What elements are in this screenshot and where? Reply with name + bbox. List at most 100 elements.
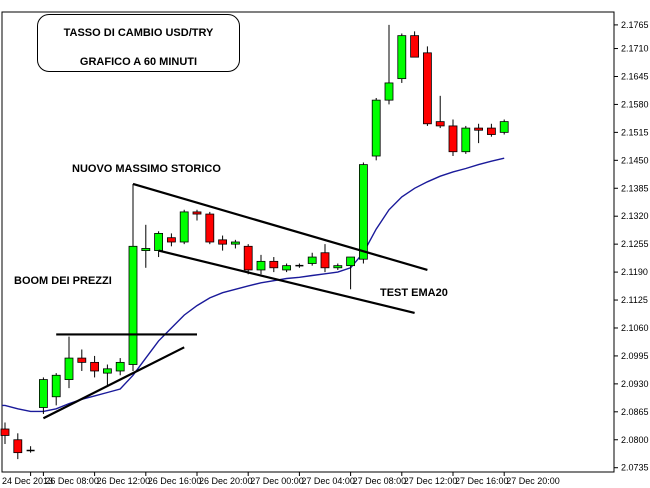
chart-title-line-1: TASSO DI CAMBIO USD/TRY bbox=[63, 27, 214, 39]
candle bbox=[474, 123, 484, 144]
candle bbox=[39, 377, 48, 414]
x-tick-label: 27 Dec 08:00 bbox=[353, 476, 407, 486]
candle bbox=[346, 256, 356, 290]
candle bbox=[333, 263, 343, 270]
candle-body bbox=[422, 52, 432, 125]
candle bbox=[90, 355, 99, 378]
y-tick-label: 2.1580 bbox=[621, 99, 649, 109]
candle-body bbox=[448, 125, 458, 153]
candle bbox=[410, 31, 420, 58]
candle bbox=[115, 358, 125, 376]
candle-body bbox=[179, 211, 189, 243]
y-tick-label: 2.1710 bbox=[621, 44, 649, 54]
candle bbox=[486, 123, 496, 137]
candle bbox=[13, 433, 23, 460]
annotation-boom: BOOM DEI PREZZI bbox=[14, 275, 112, 287]
candle bbox=[371, 97, 381, 161]
y-tick-label: 2.1645 bbox=[621, 71, 649, 81]
chart-axes: 2.1765 2.1710 2.1645 2.1580 2.1515 2.1450 2.13… bbox=[1, 11, 649, 486]
y-tick-label: 2.0735 bbox=[621, 463, 649, 473]
candle-body bbox=[346, 256, 356, 267]
candle-body bbox=[461, 127, 471, 153]
candle bbox=[218, 235, 228, 251]
candle-body bbox=[13, 439, 23, 454]
candle bbox=[243, 244, 253, 275]
y-tick-label: 2.1385 bbox=[621, 183, 649, 193]
y-tick-label: 2.0865 bbox=[621, 407, 649, 417]
candle-body bbox=[269, 260, 279, 269]
y-tick-label: 2.1255 bbox=[621, 239, 649, 249]
x-tick-label: 27 Dec 12:00 bbox=[404, 476, 458, 486]
candle-body bbox=[154, 233, 164, 251]
x-tick-label: 27 Dec 16:00 bbox=[455, 476, 509, 486]
candle-body bbox=[230, 241, 240, 245]
candle-body bbox=[384, 82, 394, 101]
candles-layer bbox=[0, 24, 509, 460]
candle-body bbox=[64, 357, 74, 380]
candle-body bbox=[141, 248, 151, 251]
candle-body bbox=[474, 127, 484, 131]
candle bbox=[397, 33, 407, 83]
candle-body bbox=[435, 121, 445, 127]
candle bbox=[295, 263, 304, 268]
candle bbox=[154, 231, 164, 258]
candle bbox=[0, 422, 10, 445]
candle bbox=[307, 252, 317, 266]
x-tick-label: 26 Dec 20:00 bbox=[199, 476, 253, 486]
y-tick-label: 2.1190 bbox=[621, 267, 648, 277]
candle bbox=[282, 263, 292, 273]
candle-body bbox=[320, 252, 330, 269]
candle bbox=[77, 349, 87, 371]
candle bbox=[230, 239, 240, 249]
candle-body bbox=[499, 121, 509, 133]
candle-body bbox=[486, 127, 496, 135]
y-tick-label: 2.0930 bbox=[621, 379, 649, 389]
chart-title-line-2: GRAFICO A 60 MINUTI bbox=[79, 56, 198, 68]
y-tick-label: 2.0800 bbox=[621, 435, 649, 445]
x-tick-label: 27 Dec 04:00 bbox=[301, 476, 355, 486]
trendline bbox=[42, 346, 185, 420]
x-tick-label: 26 Dec 12:00 bbox=[97, 476, 151, 486]
x-tick-label: 27 Dec 20:00 bbox=[506, 476, 560, 486]
candle-body bbox=[128, 245, 138, 365]
y-tick-label: 2.1125 bbox=[621, 295, 648, 305]
candle bbox=[205, 211, 215, 245]
plot-frame bbox=[1, 11, 615, 473]
y-tick-label: 2.1450 bbox=[621, 155, 649, 165]
x-tick-label: 26 Dec 08:00 bbox=[45, 476, 99, 486]
candle-body bbox=[103, 368, 112, 374]
candle-body bbox=[90, 361, 99, 372]
trendlines-layer bbox=[42, 182, 428, 420]
candle bbox=[256, 254, 266, 275]
candle bbox=[384, 24, 394, 105]
candle bbox=[51, 373, 61, 406]
candle-body bbox=[77, 357, 87, 363]
candle bbox=[64, 336, 74, 389]
y-tick-label: 2.1320 bbox=[621, 211, 649, 221]
candle bbox=[358, 162, 368, 264]
candle-body bbox=[397, 35, 407, 80]
candle-body bbox=[166, 237, 176, 243]
y-tick-label: 2.1060 bbox=[621, 323, 649, 333]
candle bbox=[192, 209, 202, 221]
candle-body bbox=[115, 361, 125, 372]
candle bbox=[141, 224, 151, 268]
candle bbox=[435, 95, 445, 129]
candle-body bbox=[282, 265, 292, 271]
candle-body bbox=[205, 213, 215, 243]
candle-body bbox=[307, 256, 317, 264]
candle-body bbox=[39, 379, 48, 408]
candle-body bbox=[0, 428, 10, 436]
candle bbox=[320, 244, 330, 273]
chart-title-box: TASSO DI CAMBIO USD/TRY GRAFICO A 60 MIN… bbox=[37, 14, 240, 72]
candle bbox=[103, 364, 112, 387]
x-tick-label: 27 Dec 00:00 bbox=[250, 476, 304, 486]
candle bbox=[179, 209, 189, 245]
candle-body bbox=[371, 99, 381, 157]
candle-body bbox=[358, 164, 368, 260]
candle bbox=[26, 446, 35, 453]
candle bbox=[269, 257, 279, 273]
candle-body bbox=[256, 260, 266, 271]
candle bbox=[461, 125, 471, 154]
